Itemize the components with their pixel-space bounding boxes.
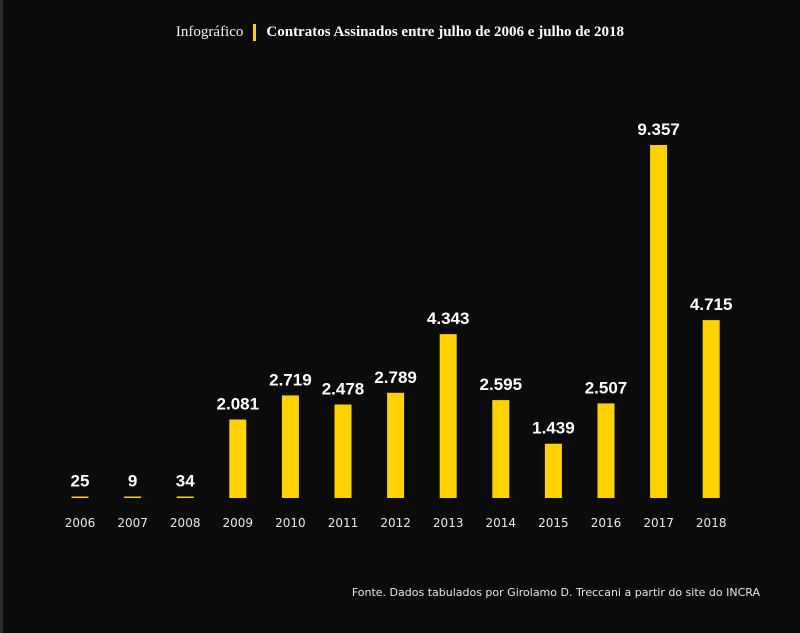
chart-header: Infográfico Contratos Assinados entre ju… (0, 24, 800, 41)
x-tick-2010: 2010 (275, 516, 306, 530)
bar-2013 (439, 334, 457, 498)
value-label-2014: 2.595 (480, 375, 523, 394)
value-label-2011: 2.478 (322, 380, 365, 399)
bar-2006 (71, 496, 89, 498)
x-tick-2018: 2018 (696, 516, 727, 530)
bar-2009 (229, 419, 247, 498)
bar-2015 (544, 443, 562, 498)
chart-title: Contratos Assinados entre julho de 2006 … (266, 24, 625, 40)
x-tick-2009: 2009 (223, 516, 254, 530)
value-label-2016: 2.507 (585, 378, 628, 397)
value-label-2009: 2.081 (217, 394, 260, 413)
value-label-2013: 4.343 (427, 309, 470, 328)
x-tick-2016: 2016 (591, 516, 622, 530)
value-label-2015: 1.439 (532, 419, 575, 438)
bar-2008 (176, 496, 194, 498)
value-label-2018: 4.715 (690, 295, 733, 314)
infographic-tag: Infográfico (175, 24, 244, 40)
x-tick-2017: 2017 (643, 516, 674, 530)
value-label-2006: 25 (71, 472, 90, 491)
x-tick-2014: 2014 (486, 516, 517, 530)
x-tick-2011: 2011 (328, 516, 359, 530)
x-tick-2012: 2012 (380, 516, 411, 530)
value-label-2010: 2.719 (269, 370, 312, 389)
bar-2011 (334, 404, 352, 498)
bar-2007 (124, 496, 142, 498)
value-label-2008: 34 (176, 472, 195, 491)
bar-2018 (702, 320, 720, 498)
x-tick-2008: 2008 (170, 516, 201, 530)
x-tick-2013: 2013 (433, 516, 464, 530)
bar-2016 (597, 403, 615, 498)
x-tick-2007: 2007 (117, 516, 148, 530)
value-label-2007: 9 (128, 472, 137, 491)
header-separator (253, 24, 257, 41)
bar-2012 (387, 392, 405, 498)
bar-2010 (281, 395, 299, 498)
source-note: Fonte. Dados tabulados por Girolamo D. T… (351, 586, 760, 599)
value-label-2017: 9.357 (637, 120, 680, 139)
value-label-2012: 2.789 (374, 368, 417, 387)
bar-2014 (492, 400, 510, 498)
bar-2017 (650, 145, 668, 498)
x-tick-2015: 2015 (538, 516, 569, 530)
x-tick-2006: 2006 (65, 516, 96, 530)
